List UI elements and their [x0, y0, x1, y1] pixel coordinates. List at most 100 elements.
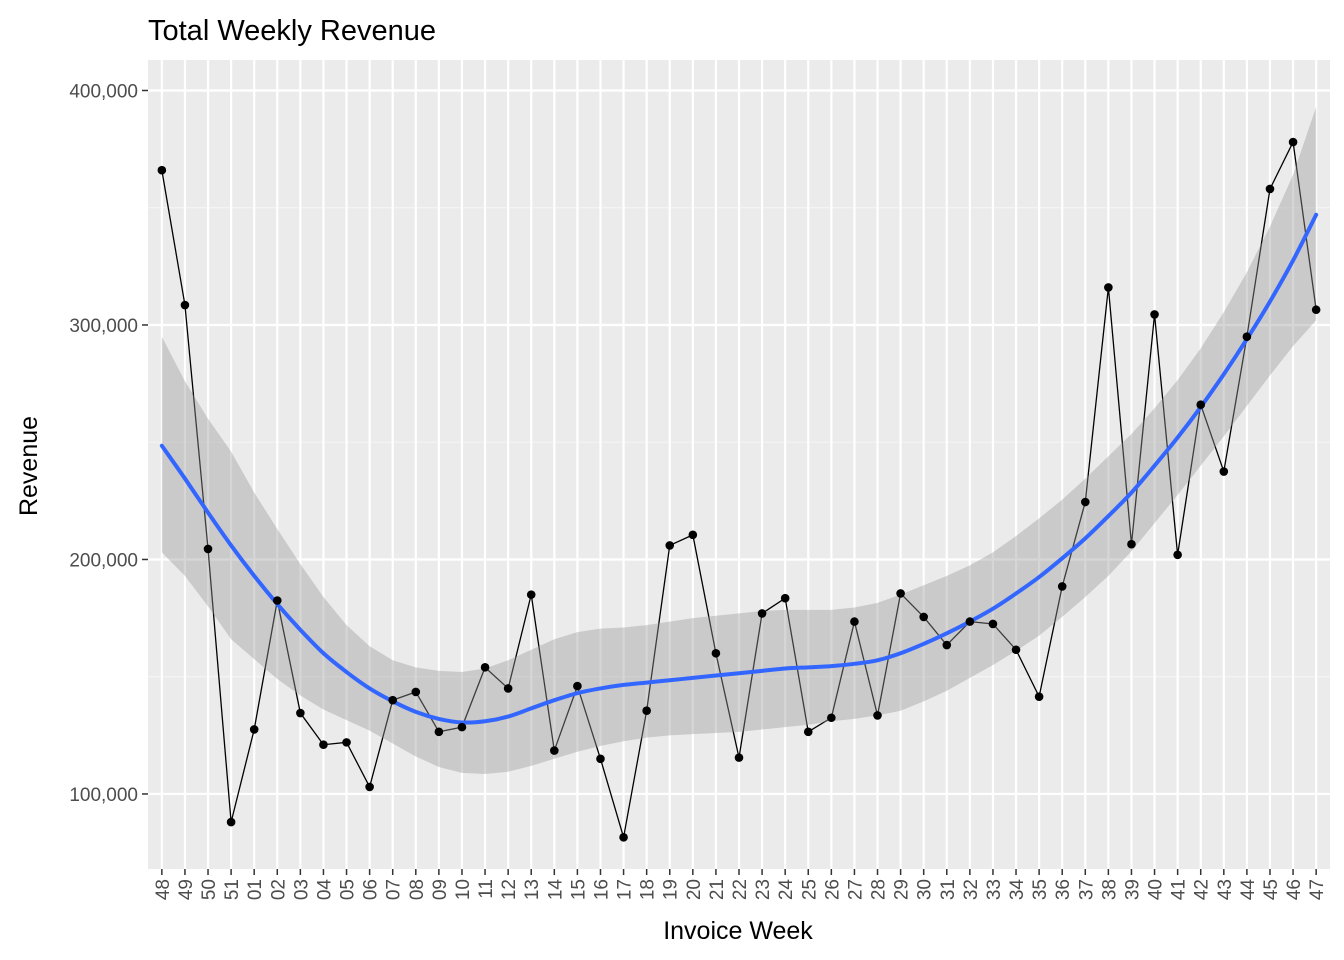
data-point: [827, 713, 836, 723]
x-tick-label: 01: [245, 879, 266, 900]
x-tick-label: 33: [984, 879, 1005, 900]
y-axis: 100,000 200,000 300,000 400,000: [69, 81, 148, 806]
data-point: [896, 589, 905, 598]
y-tick-label: 300,000: [69, 316, 138, 337]
data-point: [1011, 645, 1021, 655]
data-point: [1034, 692, 1044, 701]
x-tick-label: 19: [661, 879, 682, 900]
x-tick-label: 12: [499, 879, 520, 900]
x-tick-label: 09: [430, 879, 451, 900]
data-point: [1150, 310, 1159, 319]
x-tick-label: 07: [384, 879, 405, 900]
x-tick-label: 31: [938, 879, 959, 900]
data-point: [1219, 467, 1229, 476]
data-point: [988, 619, 998, 629]
data-point: [226, 817, 236, 827]
data-point: [1288, 137, 1298, 147]
x-tick-label: 06: [361, 879, 382, 900]
data-point: [573, 681, 582, 691]
data-point: [711, 648, 721, 658]
x-tick-label: 05: [338, 879, 359, 900]
data-point: [965, 617, 975, 626]
x-tick-label: 46: [1284, 879, 1305, 900]
x-tick-label: 48: [153, 879, 174, 900]
x-tick-label: 49: [176, 879, 197, 900]
x-tick-label: 28: [869, 879, 890, 900]
data-point: [1196, 400, 1206, 410]
x-tick-label: 18: [638, 879, 659, 900]
data-point: [1265, 184, 1275, 194]
x-tick-label: 16: [591, 879, 612, 900]
x-tick-label: 39: [1122, 879, 1143, 900]
y-tick-label: 400,000: [69, 81, 138, 102]
data-point: [1127, 539, 1136, 549]
x-tick-label: 47: [1307, 879, 1328, 900]
data-point: [550, 746, 559, 755]
data-point: [296, 708, 305, 718]
x-tick-label: 10: [453, 879, 474, 900]
data-point: [503, 684, 513, 693]
x-tick-label: 08: [407, 879, 428, 900]
y-tick-label: 100,000: [69, 785, 138, 806]
x-tick-label: 35: [1030, 879, 1051, 900]
y-tick-label: 200,000: [69, 550, 138, 571]
x-tick-label: 29: [892, 879, 913, 900]
x-tick-label: 24: [776, 879, 797, 901]
data-point: [850, 617, 859, 626]
data-point: [803, 727, 813, 737]
x-tick-label: 37: [1076, 879, 1097, 900]
data-point: [203, 544, 213, 554]
chart-title: Total Weekly Revenue: [148, 15, 436, 47]
data-point: [480, 663, 490, 672]
data-point: [411, 687, 421, 697]
x-tick-label: 34: [1007, 879, 1028, 901]
data-point: [619, 833, 628, 842]
x-tick-label: 22: [730, 879, 751, 900]
data-point: [1242, 332, 1252, 342]
data-point: [596, 754, 605, 764]
data-point: [1104, 283, 1113, 292]
x-tick-label: 20: [684, 879, 705, 900]
data-point: [249, 725, 259, 734]
x-tick-label: 40: [1146, 879, 1167, 900]
x-tick-label: 23: [753, 879, 774, 900]
data-point: [919, 612, 928, 622]
x-tick-label: 03: [291, 879, 312, 900]
data-point: [873, 711, 882, 720]
x-tick-label: 14: [545, 879, 566, 901]
data-point: [734, 753, 744, 762]
data-point: [434, 727, 444, 737]
x-tick-label: 26: [822, 879, 843, 900]
x-tick-label: 25: [799, 879, 820, 900]
plot-panel: [148, 60, 1330, 869]
y-axis-title: Revenue: [15, 416, 43, 516]
x-tick-label: 43: [1215, 879, 1236, 900]
x-tick-label: 51: [222, 879, 243, 900]
data-point: [942, 640, 952, 650]
data-point: [688, 530, 698, 540]
data-point: [180, 300, 190, 310]
x-tick-label: 32: [961, 879, 982, 900]
data-point: [780, 593, 790, 603]
x-tick-label: 02: [268, 879, 289, 900]
data-point: [526, 590, 536, 599]
x-tick-label: 11: [476, 879, 497, 899]
data-point: [457, 722, 467, 732]
x-tick-label: 45: [1261, 879, 1282, 900]
data-point: [319, 740, 328, 750]
x-tick-label: 04: [314, 879, 335, 901]
data-point: [272, 596, 282, 605]
x-axis: 48 49 50 51 01 02 03 04 05 06 07 08 09 10 11 12 13 14 15 16…: [153, 869, 1328, 900]
data-point: [1057, 582, 1067, 591]
x-tick-label: 44: [1238, 879, 1259, 901]
data-point: [388, 695, 398, 705]
x-tick-label: 50: [199, 879, 220, 900]
x-tick-label: 30: [915, 879, 936, 900]
data-point: [342, 738, 351, 747]
data-point: [1311, 305, 1321, 315]
data-point: [157, 165, 167, 175]
x-tick-label: 27: [845, 879, 866, 900]
data-point: [757, 609, 767, 618]
